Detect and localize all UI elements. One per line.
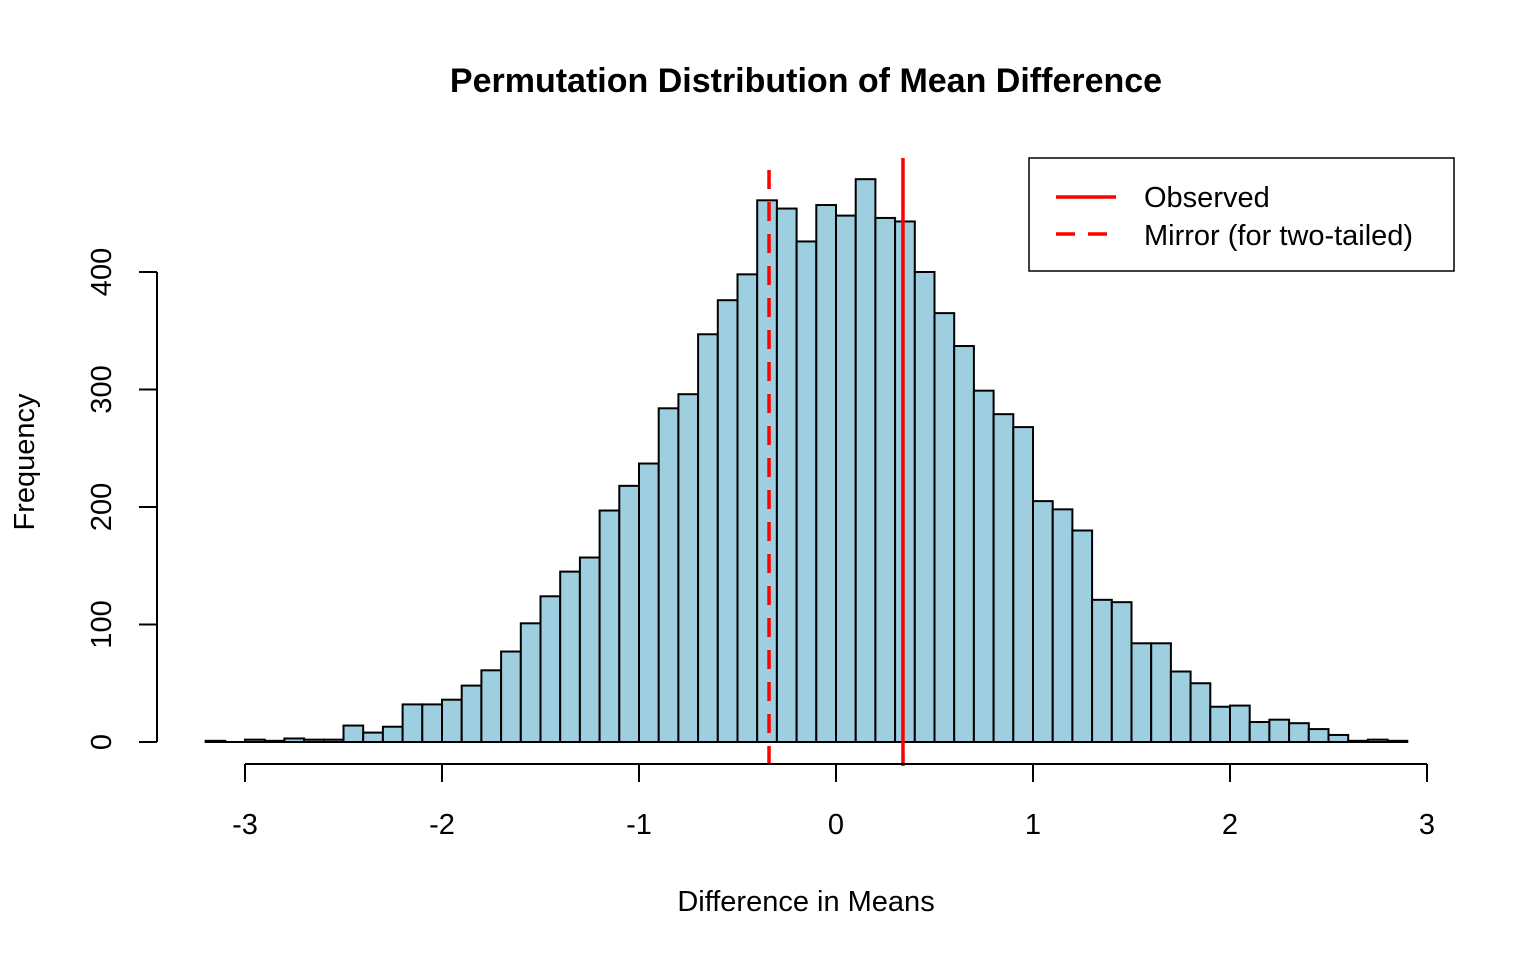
histogram-bar: [1012, 426, 1034, 743]
histogram-bar: [1150, 642, 1172, 743]
histogram-bar: [263, 739, 286, 744]
histogram-bar: [894, 220, 916, 744]
histogram-bar: [381, 725, 404, 743]
histogram-bar: [441, 698, 463, 744]
histogram-bar: [1366, 738, 1389, 744]
y-tick-label: 200: [86, 483, 118, 531]
histogram-bar: [992, 413, 1015, 743]
histogram-bar: [972, 389, 995, 743]
histogram-bar: [657, 407, 680, 743]
histogram-bar: [933, 312, 956, 743]
histogram-bar: [421, 703, 443, 744]
histogram-bar: [795, 240, 818, 743]
histogram-bar: [303, 738, 325, 744]
histogram-bar: [697, 333, 719, 743]
x-tick-label: 2: [1222, 809, 1238, 841]
legend-mirror-label: Mirror (for two-tailed): [1144, 220, 1413, 252]
legend-box: [1028, 157, 1455, 272]
histogram-bar: [519, 622, 542, 744]
reference-lines-group: [767, 158, 905, 766]
histogram-bar: [1169, 670, 1192, 743]
histogram-bar: [756, 199, 778, 743]
y-tick-label: 0: [86, 734, 118, 750]
x-axis: -3 -2 -1 0 1 2 3: [232, 763, 1435, 841]
histogram-bar: [913, 271, 936, 743]
histogram-bar: [638, 462, 660, 743]
histogram-bar: [578, 556, 601, 744]
histogram-bar: [775, 207, 798, 744]
histogram-bar: [322, 738, 345, 744]
histogram-bar: [835, 214, 857, 744]
legend-observed-label: Observed: [1144, 182, 1270, 214]
histogram-bar: [539, 595, 562, 743]
histogram-bar: [480, 669, 503, 744]
chart-title: Permutation Distribution of Mean Differe…: [450, 62, 1162, 100]
histogram-bar: [283, 737, 306, 743]
histogram-bar: [1032, 500, 1054, 743]
histogram-bar: [1268, 718, 1291, 743]
histogram-bar: [559, 570, 581, 743]
y-tick-label: 300: [86, 365, 118, 413]
histogram-bar: [874, 216, 897, 743]
y-tick-label: 400: [86, 248, 118, 296]
x-tick-label: 3: [1419, 809, 1435, 841]
x-tick-label: -3: [232, 809, 258, 841]
x-tick-label: -2: [429, 809, 455, 841]
histogram-bar: [736, 273, 759, 743]
y-tick-label: 100: [86, 600, 118, 648]
bars-group: [204, 178, 1409, 744]
histogram-bar: [815, 204, 837, 743]
x-axis-label: Difference in Means: [677, 886, 934, 918]
histogram-bar: [1110, 601, 1133, 743]
x-tick-label: 1: [1025, 809, 1041, 841]
histogram-bar: [1071, 529, 1094, 743]
histogram-bar: [1229, 704, 1251, 744]
histogram-bar: [1327, 733, 1350, 744]
histogram-bar: [716, 299, 739, 743]
histogram-bar: [1091, 598, 1113, 744]
histogram-bar: [460, 684, 483, 743]
histogram-bar: [1386, 739, 1409, 744]
histogram-bar: [953, 345, 975, 743]
histogram-bar: [618, 484, 640, 743]
histogram-bar: [362, 731, 384, 743]
histogram-bar: [1248, 721, 1271, 744]
histogram-bar: [204, 739, 227, 744]
x-tick-label: -1: [626, 809, 652, 841]
histogram-bar: [1209, 705, 1232, 743]
histogram-bar: [1130, 642, 1153, 743]
histogram-bar: [1288, 722, 1310, 744]
histogram-bar: [500, 650, 522, 744]
x-tick-label: 0: [828, 809, 844, 841]
histogram-bar: [401, 703, 424, 744]
histogram-bar: [854, 178, 877, 744]
histogram-bar: [1347, 739, 1369, 744]
histogram-bar: [1051, 508, 1074, 743]
histogram-bar: [677, 393, 700, 743]
histogram-bar: [244, 738, 266, 744]
histogram-bar: [1307, 728, 1330, 744]
legend: Observed Mirror (for two-tailed): [1028, 157, 1455, 272]
y-axis: 0 100 200 300 400: [86, 248, 158, 750]
histogram-bar: [598, 509, 621, 743]
histogram-bar: [1189, 682, 1212, 743]
histogram-bar: [342, 724, 365, 743]
y-axis-label: Frequency: [9, 393, 41, 531]
